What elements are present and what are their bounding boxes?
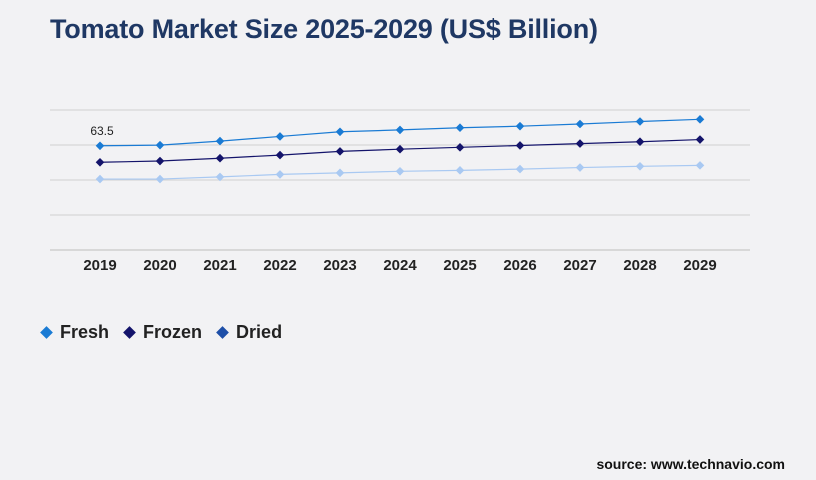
data-point-fresh <box>335 127 345 137</box>
legend-label-fresh: Fresh <box>60 322 110 342</box>
data-point-dried <box>575 163 585 172</box>
legend-marker-dried <box>216 326 229 339</box>
x-tick-label: 2019 <box>83 257 116 274</box>
x-tick-label: 2021 <box>203 257 236 274</box>
data-point-fresh <box>275 132 285 141</box>
legend-marker-fresh <box>40 326 53 339</box>
x-tick-label: 2025 <box>443 257 476 274</box>
data-point-frozen <box>155 156 165 166</box>
x-tick-label: 2020 <box>143 257 176 274</box>
x-tick-label: 2028 <box>623 257 656 274</box>
data-point-dried <box>515 164 525 174</box>
data-point-frozen <box>335 147 345 156</box>
data-point-dried <box>275 170 285 179</box>
data-point-fresh <box>215 136 225 146</box>
data-point-fresh <box>95 141 105 151</box>
data-point-frozen <box>275 150 285 160</box>
data-point-dried <box>155 174 165 184</box>
data-point-fresh <box>395 125 405 135</box>
data-point-frozen <box>395 144 405 154</box>
data-point-fresh <box>695 115 705 124</box>
legend-item-dried: Dried <box>216 322 282 343</box>
data-point-fresh <box>455 123 465 133</box>
x-tick-label: 2022 <box>263 257 296 274</box>
data-point-frozen <box>215 153 225 163</box>
x-tick-label: 2026 <box>503 257 536 274</box>
x-tick-label: 2024 <box>383 257 417 274</box>
data-point-dried <box>635 162 645 171</box>
data-point-dried <box>455 166 465 175</box>
data-point-fresh <box>575 119 585 129</box>
data-point-dried <box>335 168 345 178</box>
legend-item-fresh: Fresh <box>40 322 109 343</box>
data-point-frozen <box>695 135 705 144</box>
data-point-dried <box>395 166 405 176</box>
chart-title: Tomato Market Size 2025-2029 (US$ Billio… <box>50 14 598 44</box>
source-credit: source: www.technavio.com <box>596 456 785 472</box>
data-point-fresh <box>515 121 525 131</box>
data-point-dried <box>95 174 105 184</box>
data-point-fresh <box>635 117 645 126</box>
legend-item-frozen: Frozen <box>123 322 202 343</box>
legend-label-dried: Dried <box>236 322 283 342</box>
data-point-frozen <box>455 143 465 152</box>
data-label: 63.5 <box>90 124 114 138</box>
data-point-frozen <box>515 141 525 150</box>
data-point-frozen <box>95 157 105 167</box>
data-point-frozen <box>575 139 585 148</box>
data-point-dried <box>215 172 225 182</box>
legend: Fresh Frozen Dried <box>40 322 296 343</box>
data-point-fresh <box>155 140 165 150</box>
data-point-dried <box>695 161 705 170</box>
x-tick-label: 2023 <box>323 257 356 274</box>
legend-label-frozen: Frozen <box>143 322 203 342</box>
x-tick-label: 2029 <box>683 257 716 274</box>
legend-marker-frozen <box>123 326 136 339</box>
x-tick-label: 2027 <box>563 257 596 274</box>
data-point-frozen <box>635 137 645 147</box>
